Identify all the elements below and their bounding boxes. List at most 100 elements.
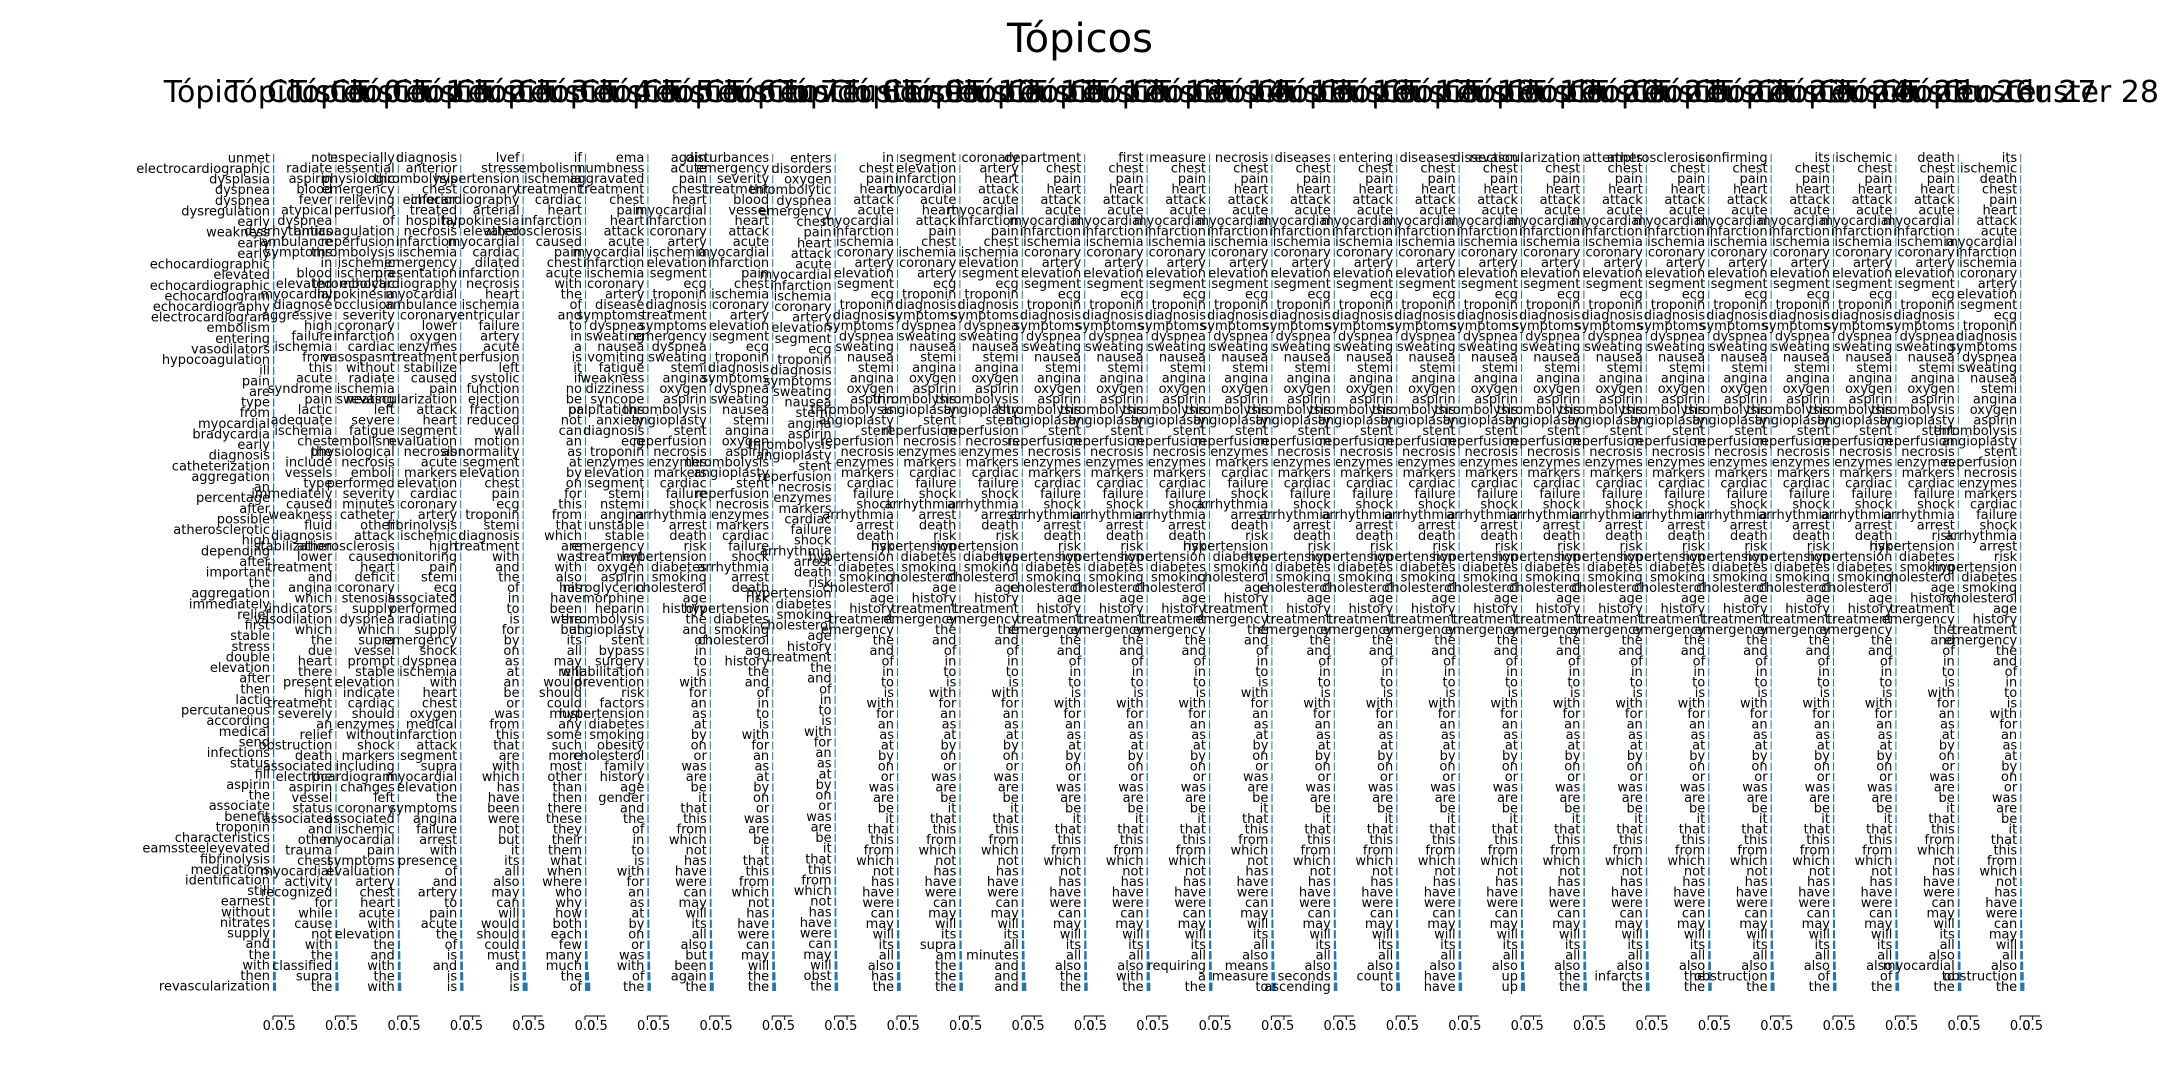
bar — [1895, 479, 1897, 488]
bar — [522, 573, 524, 582]
word-label: dysregulation — [181, 204, 270, 219]
bar — [2020, 814, 2022, 824]
bar — [1084, 657, 1086, 666]
bar — [1209, 867, 1211, 876]
bar — [1583, 699, 1585, 708]
bar — [335, 856, 337, 866]
bar — [335, 961, 338, 970]
bar — [1084, 741, 1086, 750]
bar — [1833, 699, 1834, 708]
bar — [1209, 646, 1210, 656]
bar — [335, 615, 337, 624]
word-label: occlusion — [334, 298, 395, 313]
bar — [522, 825, 524, 834]
bar — [1396, 772, 1398, 782]
bar — [834, 961, 838, 970]
bar — [1271, 164, 1273, 173]
bar — [1957, 720, 1959, 729]
word-label: chest — [297, 854, 332, 869]
bar — [1021, 919, 1024, 929]
bar — [647, 279, 649, 289]
bar — [834, 164, 836, 174]
bar — [772, 867, 774, 876]
bar — [647, 175, 649, 184]
bar — [1396, 374, 1398, 383]
bar — [1583, 363, 1585, 373]
bar — [1770, 793, 1772, 803]
bar — [1895, 825, 1897, 834]
bar — [335, 531, 337, 540]
bar — [397, 678, 399, 687]
bar — [772, 521, 774, 530]
bar — [1146, 646, 1148, 656]
bar — [460, 835, 462, 845]
bar — [273, 281, 275, 291]
word-label: cause — [294, 917, 332, 932]
bar — [709, 814, 712, 824]
bar — [1645, 783, 1648, 792]
bar — [335, 479, 337, 488]
bar — [335, 919, 338, 929]
bar — [647, 888, 649, 897]
bar — [2020, 909, 2022, 918]
bar — [1146, 154, 1148, 163]
bar — [1957, 154, 1959, 163]
bar — [1583, 479, 1585, 488]
bar — [1645, 930, 1649, 939]
bar — [1708, 730, 1710, 740]
bar — [709, 730, 711, 740]
bar — [1833, 793, 1835, 803]
bar — [1084, 898, 1086, 908]
bar — [1645, 667, 1647, 677]
bar — [397, 877, 400, 887]
bar — [1146, 667, 1148, 677]
bar — [1209, 175, 1210, 184]
bar — [1708, 363, 1710, 373]
bar — [1583, 374, 1585, 383]
x-tick-label: 0.5 — [587, 1019, 608, 1034]
word-label: cardiac — [348, 340, 395, 355]
word-label: deficit — [355, 571, 395, 586]
bar — [834, 886, 837, 896]
bar — [1021, 531, 1023, 540]
bar — [1084, 972, 1088, 981]
bar — [1957, 919, 1960, 929]
bar — [772, 667, 774, 677]
bar — [772, 342, 774, 352]
bar — [1333, 909, 1336, 918]
bar — [1645, 657, 1647, 666]
bar — [1084, 290, 1086, 299]
bar — [1271, 699, 1273, 708]
bar — [2020, 416, 2022, 425]
word-label: the — [373, 969, 394, 984]
bar — [522, 258, 524, 268]
word-label: without — [346, 361, 395, 376]
word-label: from — [302, 351, 332, 366]
bar — [709, 216, 711, 226]
bar — [897, 353, 898, 362]
bar — [1708, 919, 1711, 929]
word-label: heart — [360, 896, 395, 911]
bar — [1209, 762, 1210, 771]
bar — [1895, 185, 1897, 194]
bar — [397, 248, 399, 257]
bar — [2020, 972, 2024, 981]
bar — [1708, 479, 1710, 488]
bar — [647, 374, 649, 383]
bar — [1895, 154, 1897, 163]
bar — [1957, 678, 1959, 687]
bar — [1084, 678, 1086, 687]
bar — [522, 563, 524, 572]
bar — [834, 918, 837, 928]
bar — [1333, 772, 1336, 782]
word-label: the — [1996, 980, 2017, 995]
bar — [1708, 951, 1711, 960]
bar — [1271, 814, 1273, 824]
bar — [1895, 919, 1898, 929]
bar — [1271, 762, 1273, 771]
word-label: symptoms — [327, 854, 395, 869]
word-label: hypokinesia — [317, 288, 395, 303]
word-label: and — [246, 937, 270, 952]
word-label: the — [1122, 980, 1143, 995]
word-label: medical — [219, 725, 270, 740]
